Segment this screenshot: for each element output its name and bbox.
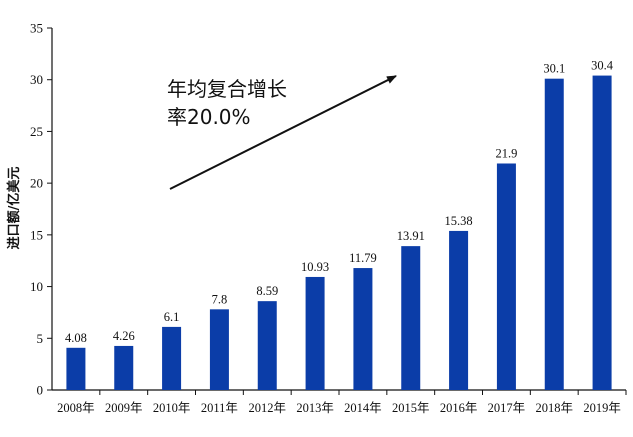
data-label: 30.4: [591, 59, 614, 73]
annotation-line-1: 年均复合增长: [167, 77, 287, 101]
y-tick-label: 0: [37, 383, 44, 398]
data-label: 8.59: [256, 284, 278, 298]
y-tick-label: 10: [30, 279, 43, 294]
bars: [66, 75, 612, 391]
bar-2015年: [401, 246, 421, 390]
x-tick-label: 2010年: [153, 401, 191, 415]
data-label: 13.91: [397, 229, 425, 243]
bar-2008年: [66, 347, 86, 390]
data-label: 15.38: [445, 214, 473, 228]
x-tick-label: 2008年: [57, 401, 95, 415]
bar-2017年: [496, 163, 516, 390]
bar-2018年: [544, 78, 564, 391]
y-tick-label: 35: [30, 21, 43, 36]
data-label: 6.1: [164, 310, 180, 324]
y-tick-label: 15: [30, 227, 43, 242]
bar-2013年: [305, 276, 325, 390]
x-tick-label: 2015年: [392, 401, 430, 415]
x-tick-label: 2011年: [201, 401, 238, 415]
y-tick-label: 30: [30, 72, 43, 87]
axes: [51, 28, 626, 391]
data-label: 30.1: [543, 62, 565, 76]
growth-annotation: 年均复合增长 率20.0%: [167, 75, 397, 190]
data-labels: 4.08 4.26 6.1 7.8 8.59 10.93 11.79 13.91 15.38 21…: [65, 59, 614, 345]
y-axis-ticks: 0 5 10 15 20 25 30 35: [30, 21, 52, 398]
data-label: 4.26: [113, 329, 135, 343]
data-label: 7.8: [212, 292, 228, 306]
annotation-line-2: 率20.0%: [167, 105, 251, 129]
bar-2019年: [592, 75, 612, 390]
data-label: 11.79: [349, 251, 377, 265]
data-label: 10.93: [301, 260, 329, 274]
x-tick-label: 2013年: [296, 401, 334, 415]
y-tick-label: 25: [30, 124, 43, 139]
data-label: 4.08: [65, 331, 87, 345]
bar-2009年: [114, 345, 134, 390]
data-label: 21.9: [495, 146, 517, 160]
growth-arrow: [169, 75, 397, 190]
x-tick-label: 2018年: [535, 401, 573, 415]
bar-2011年: [209, 309, 229, 390]
bar-2014年: [353, 268, 373, 390]
x-tick-label: 2012年: [248, 401, 286, 415]
x-tick-label: 2017年: [488, 401, 526, 415]
x-tick-label: 2016年: [440, 401, 478, 415]
bar-2010年: [162, 326, 182, 390]
x-tick-label: 2014年: [344, 401, 382, 415]
y-axis-title: 进口额/亿美元: [6, 167, 22, 250]
bar-2012年: [257, 301, 277, 390]
bar-2016年: [449, 230, 469, 390]
y-tick-label: 5: [37, 331, 44, 346]
x-tick-label: 2019年: [583, 401, 621, 415]
y-tick-label: 20: [30, 176, 43, 191]
x-tick-label: 2009年: [105, 401, 143, 415]
x-axis-labels: 2008年 2009年 2010年 2011年 2012年 2013年 2014年 2015年…: [57, 390, 627, 415]
